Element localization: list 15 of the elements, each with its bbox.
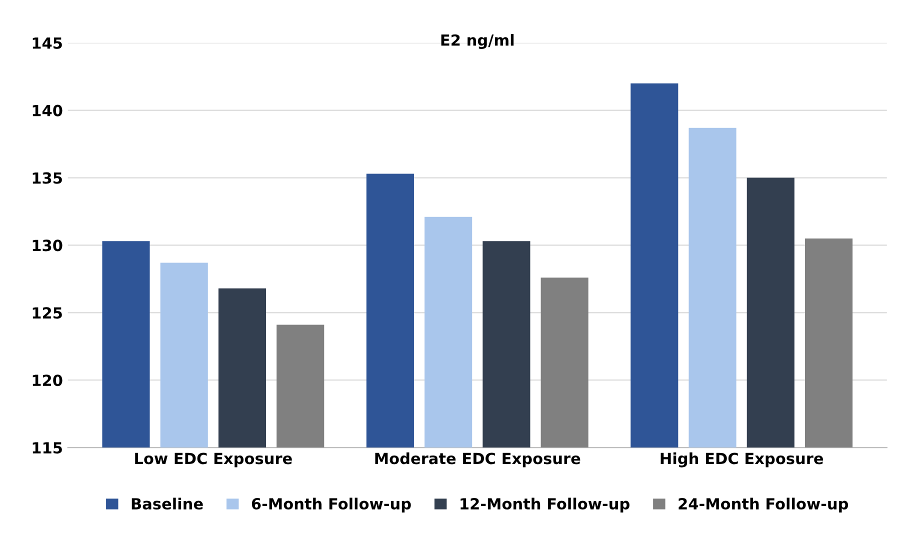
y-tick-label: 125 (32, 307, 62, 319)
y-tick-label: 145 (32, 38, 62, 49)
legend-label: 6-Month Follow-up (252, 498, 411, 513)
y-tick-label: 140 (32, 104, 62, 116)
x-tick-label: High EDC Exposure (660, 452, 824, 468)
legend-label: 12-Month Follow-up (460, 498, 630, 513)
y-tick-label: 120 (32, 374, 62, 386)
y-tick-label: 135 (32, 172, 62, 184)
x-tick-label: Low EDC Exposure (135, 452, 292, 468)
legend-label: 24-Month Follow-up (678, 498, 848, 513)
chart-title: E2 ng/ml (441, 34, 514, 49)
x-tick-label: Moderate EDC Exposure (375, 452, 580, 468)
y-tick-label: 130 (32, 240, 62, 252)
legend-label: Baseline (132, 498, 203, 510)
y-tick-label: 115 (32, 442, 62, 454)
